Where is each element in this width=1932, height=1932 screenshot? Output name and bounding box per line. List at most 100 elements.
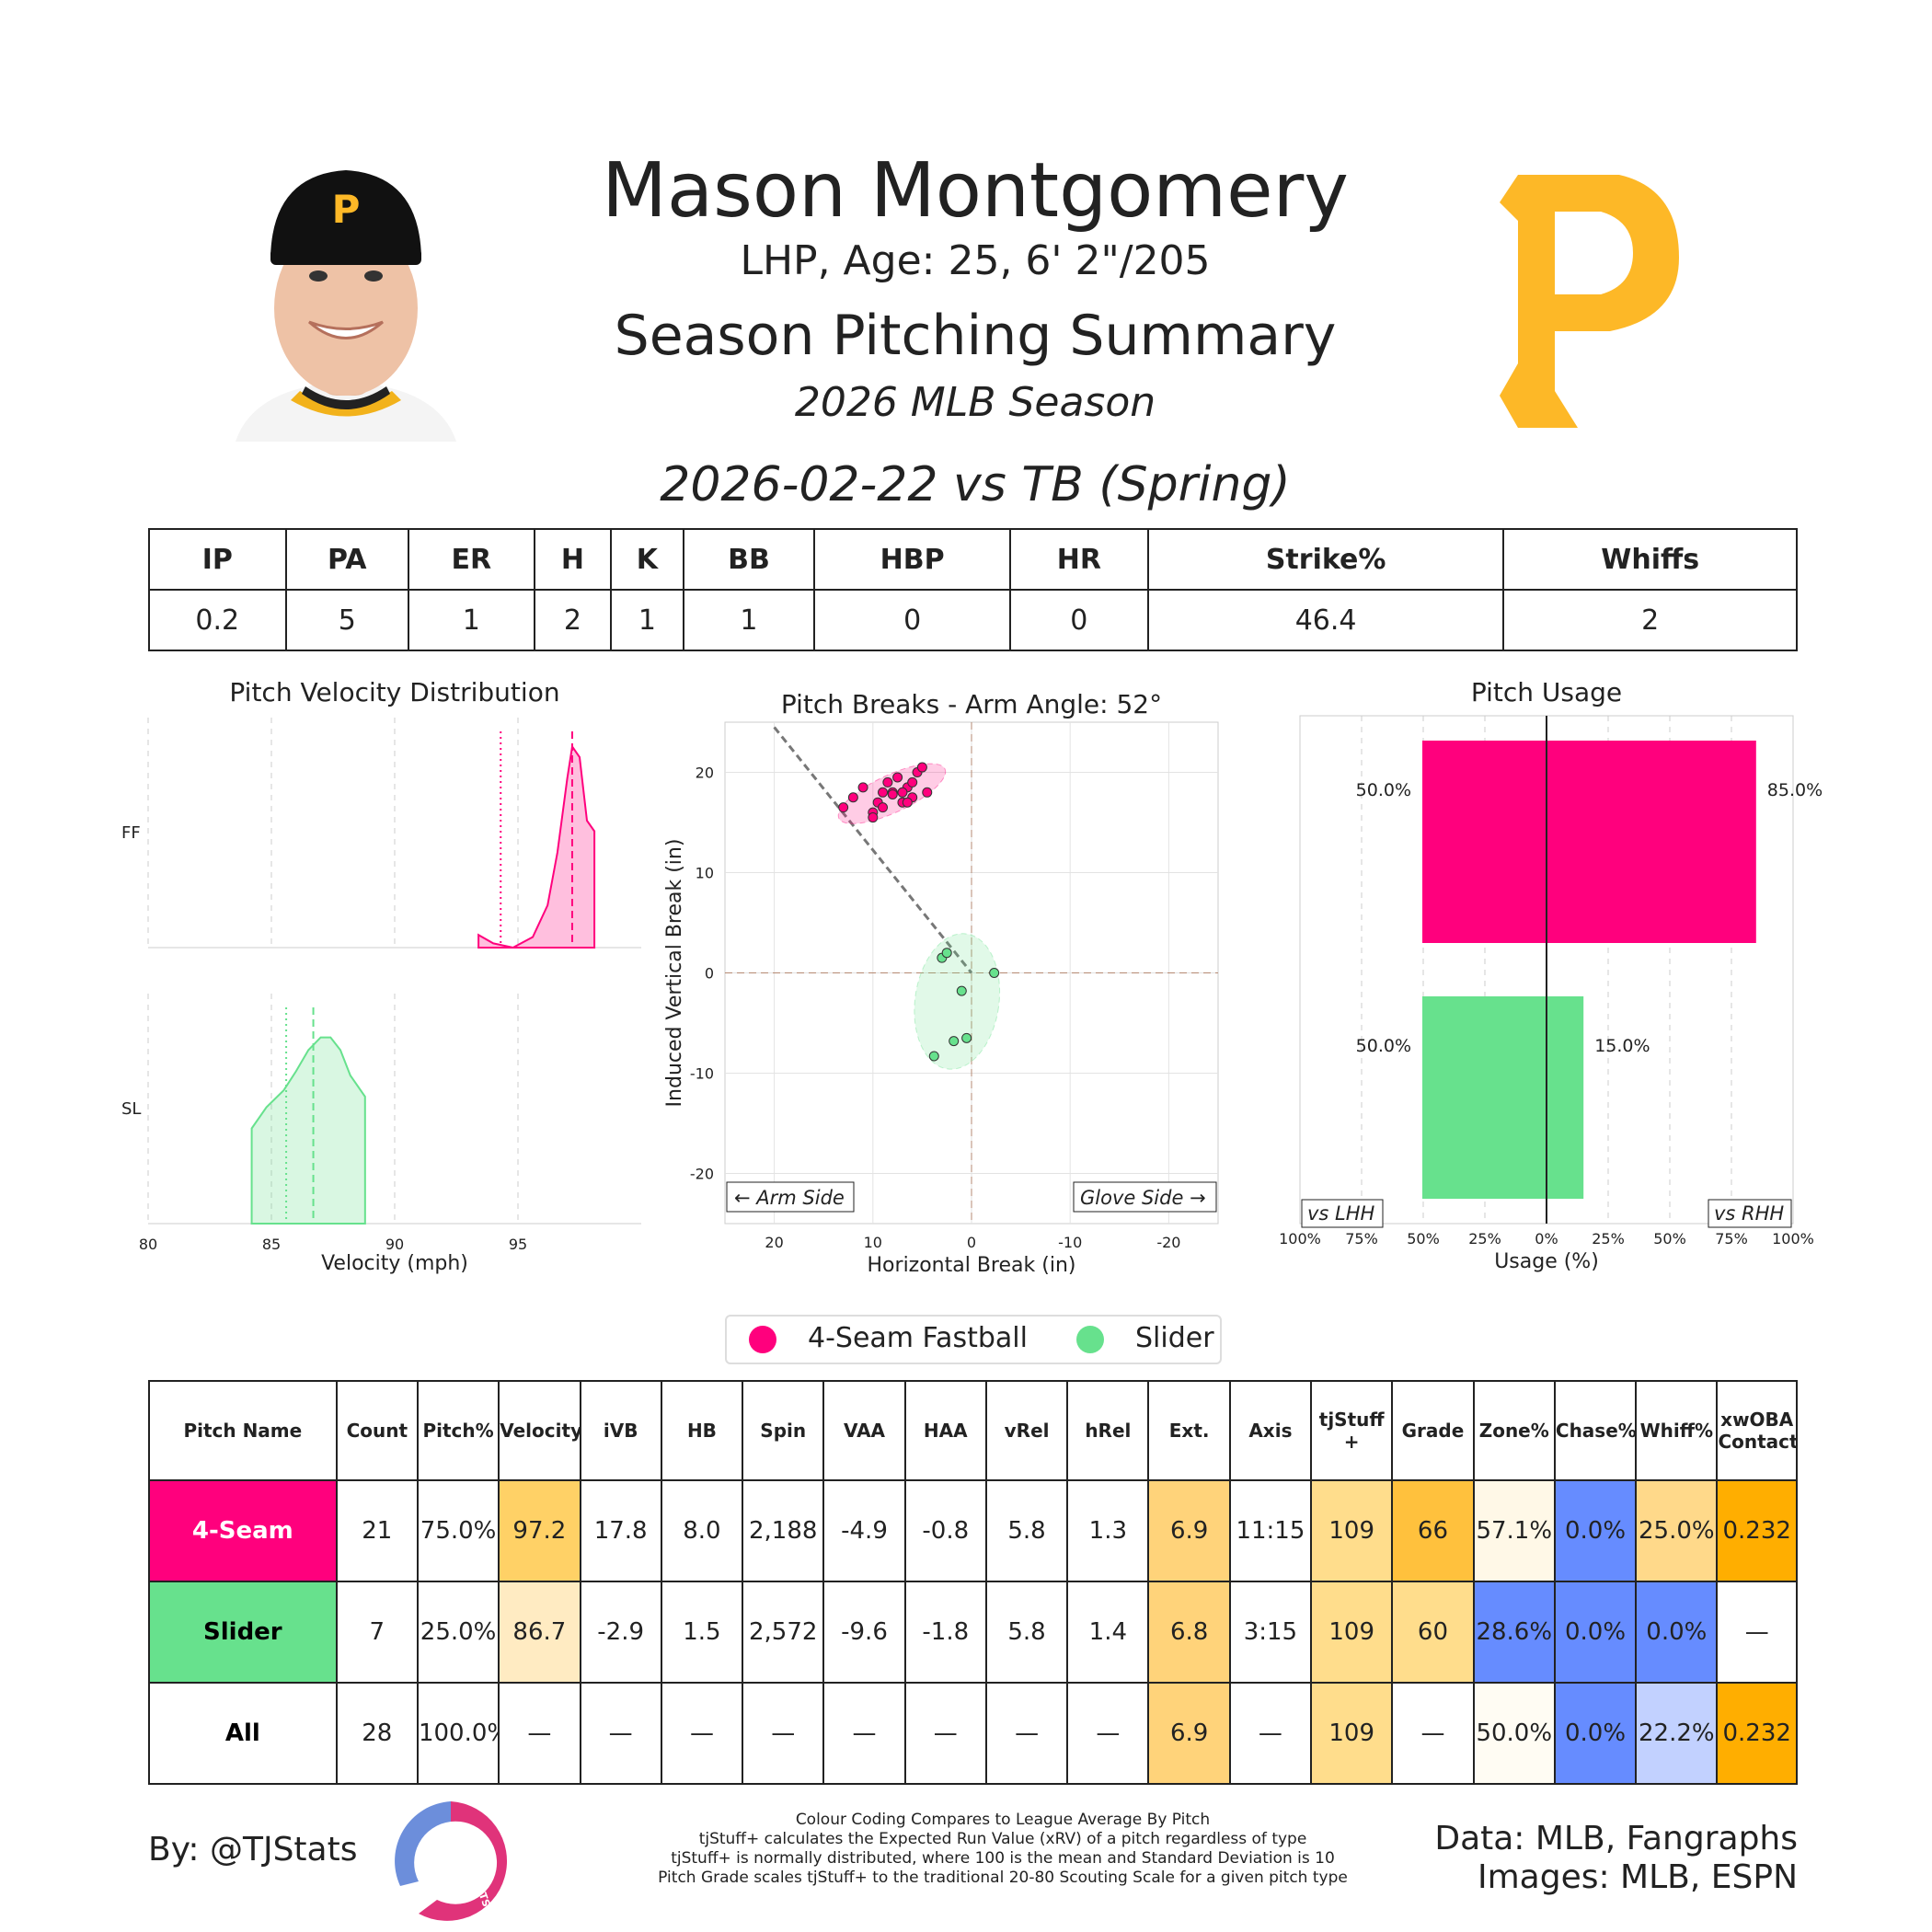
pitch-point — [857, 782, 868, 793]
breaks-x-tick: 0 — [967, 1234, 976, 1251]
usage-tick-label: 25% — [1468, 1230, 1501, 1248]
note-line-4: Pitch Grade scales tjStuff+ to the tradi… — [658, 1869, 1348, 1887]
usage-bar-sl — [1422, 996, 1584, 1199]
summary-header-strikepct: Strike% — [1146, 528, 1505, 591]
velocity-tick-label: 95 — [509, 1236, 527, 1253]
table-cell: — — [1066, 1682, 1150, 1785]
velocity-row-label: FF — [121, 823, 141, 843]
usage-rhh-label: 85.0% — [1767, 780, 1823, 800]
table-cell: 0.232 — [1716, 1682, 1798, 1785]
usage-tick-label: 25% — [1592, 1230, 1625, 1248]
table-header: Pitch Name — [148, 1380, 338, 1481]
note-line-1: Colour Coding Compares to League Average… — [795, 1811, 1211, 1829]
table-cell: 0.0% — [1635, 1581, 1719, 1684]
breaks-y-tick: 0 — [705, 965, 714, 983]
svg-text:P: P — [332, 187, 361, 232]
table-cell: 0.0% — [1553, 1479, 1638, 1582]
velocity-chart-title: Pitch Velocity Distribution — [229, 677, 559, 707]
table-cell: 5.8 — [984, 1581, 1069, 1684]
table-cell: 3:15 — [1228, 1581, 1313, 1684]
breaks-x-tick: -10 — [1058, 1234, 1082, 1251]
summary-value-ip: 0.2 — [148, 589, 287, 651]
team-logo — [1500, 175, 1679, 428]
velocity-axis-label: Velocity (mph) — [321, 1252, 468, 1275]
summary-value-k: 1 — [610, 589, 684, 651]
table-row: 4-Seam 21 75.0% 97.2 17.8 8.0 2,188 -4.9 -0.8 5.8… — [148, 1479, 1798, 1582]
usage-lhh-label: 50.0% — [1356, 780, 1411, 800]
note-line-2: tjStuff+ calculates the Expected Run Val… — [698, 1830, 1307, 1848]
table-cell: — — [742, 1682, 825, 1785]
pitch-name-cell: 4-Seam — [148, 1479, 338, 1582]
table-cell: 0.232 — [1716, 1479, 1798, 1582]
breaks-x-tick: 10 — [864, 1234, 882, 1251]
table-header: Axis — [1228, 1380, 1313, 1481]
breaks-x-tick: 20 — [765, 1234, 783, 1251]
table-header: HAA — [903, 1380, 987, 1481]
breaks-y-axis-label: Induced Vertical Break (in) — [663, 839, 686, 1108]
summary-header-hbp: HBP — [813, 528, 1011, 591]
summary-value-hbp: 0 — [813, 589, 1011, 651]
pitch-name-cell: All — [148, 1682, 338, 1785]
summary-value-strikepct: 46.4 — [1146, 589, 1505, 651]
table-cell: 60 — [1391, 1581, 1475, 1684]
usage-bar-ff — [1422, 741, 1756, 943]
table-header: hRel — [1066, 1380, 1150, 1481]
legend-ff-label: 4-Seam Fastball — [808, 1322, 1028, 1354]
usage-tick-label: 100% — [1279, 1230, 1321, 1248]
table-cell: 75.0% — [416, 1479, 500, 1582]
pitch-point — [838, 802, 849, 813]
data-source: Data: MLB, Fangraphs — [1434, 1820, 1798, 1857]
summary-value-bb: 1 — [682, 589, 816, 651]
summary-header-ip: IP — [148, 528, 287, 591]
usage-chart-title: Pitch Usage — [1471, 677, 1622, 707]
legend-sl-marker — [1076, 1326, 1104, 1353]
lhh-label: vs LHH — [1307, 1202, 1375, 1225]
image-source: Images: MLB, ESPN — [1477, 1858, 1798, 1896]
table-header: Count — [335, 1380, 419, 1481]
pitch-point — [907, 776, 918, 788]
usage-tick-label: 100% — [1772, 1230, 1814, 1248]
game-summary-table: IP PA ER H K BB HBP HR Strike% Whiffs 0.2 5 1 2 1 1 0 0 4… — [148, 528, 1798, 651]
table-cell: -4.9 — [822, 1479, 906, 1582]
breaks-y-tick: 20 — [696, 765, 714, 782]
table-cell: 2,188 — [742, 1479, 825, 1582]
table-cell: 25.0% — [1635, 1479, 1719, 1582]
table-cell: 22.2% — [1635, 1682, 1719, 1785]
usage-tick-label: 75% — [1345, 1230, 1378, 1248]
arm-side-box — [726, 1181, 855, 1213]
team-logo-p — [1500, 175, 1679, 428]
pitch-point — [928, 1051, 939, 1062]
table-cell: -9.6 — [822, 1581, 906, 1684]
player-headshot: P — [236, 170, 456, 442]
table-header: xwOBA Contact — [1716, 1380, 1798, 1481]
table-header: VAA — [822, 1380, 906, 1481]
usage-lhh-label: 50.0% — [1356, 1036, 1411, 1056]
table-cell: 1.3 — [1066, 1479, 1150, 1582]
density-sl — [250, 1036, 366, 1225]
table-cell: 109 — [1310, 1479, 1394, 1582]
pitch-point — [847, 792, 858, 803]
table-cell: 21 — [335, 1479, 419, 1582]
breaks-y-tick: -10 — [690, 1065, 714, 1083]
pitch-point — [887, 788, 898, 799]
game-title: 2026-02-22 vs TB (Spring) — [660, 457, 1291, 512]
breaks-x-axis-label: Horizontal Break (in) — [868, 1254, 1076, 1277]
table-header: Chase% — [1553, 1380, 1638, 1481]
summary-header-pa: PA — [284, 528, 409, 591]
table-row: All28100.0%————————6.9—109—50.0%0.0%22.2… — [148, 1682, 1798, 1785]
legend-sl-label: Slider — [1135, 1322, 1214, 1354]
table-cell: 7 — [335, 1581, 419, 1684]
rhh-box — [1708, 1199, 1792, 1228]
table-cell: — — [822, 1682, 906, 1785]
velocity-row-label: SL — [121, 1099, 141, 1119]
table-header: iVB — [579, 1380, 662, 1481]
season-label: 2026 MLB Season — [794, 379, 1156, 426]
lhh-box — [1301, 1199, 1384, 1228]
table-cell: 11:15 — [1228, 1479, 1313, 1582]
rhh-label: vs RHH — [1714, 1202, 1784, 1225]
legend-ff-marker — [749, 1326, 776, 1353]
summary-value-whiffs: 2 — [1502, 589, 1798, 651]
table-cell: — — [660, 1682, 744, 1785]
cluster-ellipse-1 — [914, 933, 1001, 1070]
table-cell: 5.8 — [984, 1479, 1069, 1582]
